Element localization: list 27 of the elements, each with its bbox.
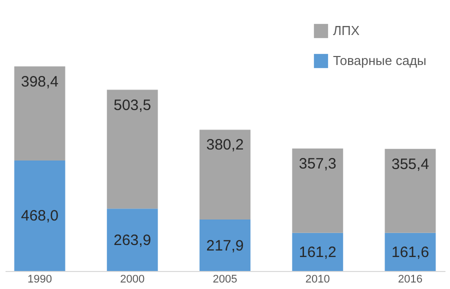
bar — [384, 232, 436, 271]
bar — [200, 220, 250, 271]
data-label: 468,0 — [20, 208, 59, 225]
x-tick-label: 2010 — [305, 274, 330, 286]
bar — [14, 160, 66, 271]
bar — [14, 66, 66, 160]
data-label: 263,9 — [114, 232, 152, 249]
bar — [106, 208, 158, 271]
bar — [106, 90, 158, 209]
data-label: 357,3 — [298, 156, 336, 173]
bar — [384, 148, 436, 233]
data-label: 380,2 — [206, 136, 244, 154]
bar — [292, 232, 344, 271]
data-label: 161,2 — [298, 244, 336, 261]
legend-label: ЛПХ — [333, 23, 360, 38]
legend-label: Товарные сады — [333, 53, 426, 68]
x-tick-label: 2000 — [120, 274, 145, 286]
data-label: 398,4 — [20, 73, 59, 90]
data-label: 217,9 — [206, 237, 244, 254]
data-label: 355,4 — [391, 156, 430, 173]
x-tick-label: 1990 — [27, 274, 52, 286]
x-tick-label: 2016 — [398, 274, 423, 286]
x-tick-label: 2005 — [212, 274, 238, 286]
data-label: 503,5 — [114, 96, 152, 114]
bar — [200, 130, 250, 220]
bar — [292, 148, 344, 233]
data-label: 161,6 — [391, 244, 430, 261]
